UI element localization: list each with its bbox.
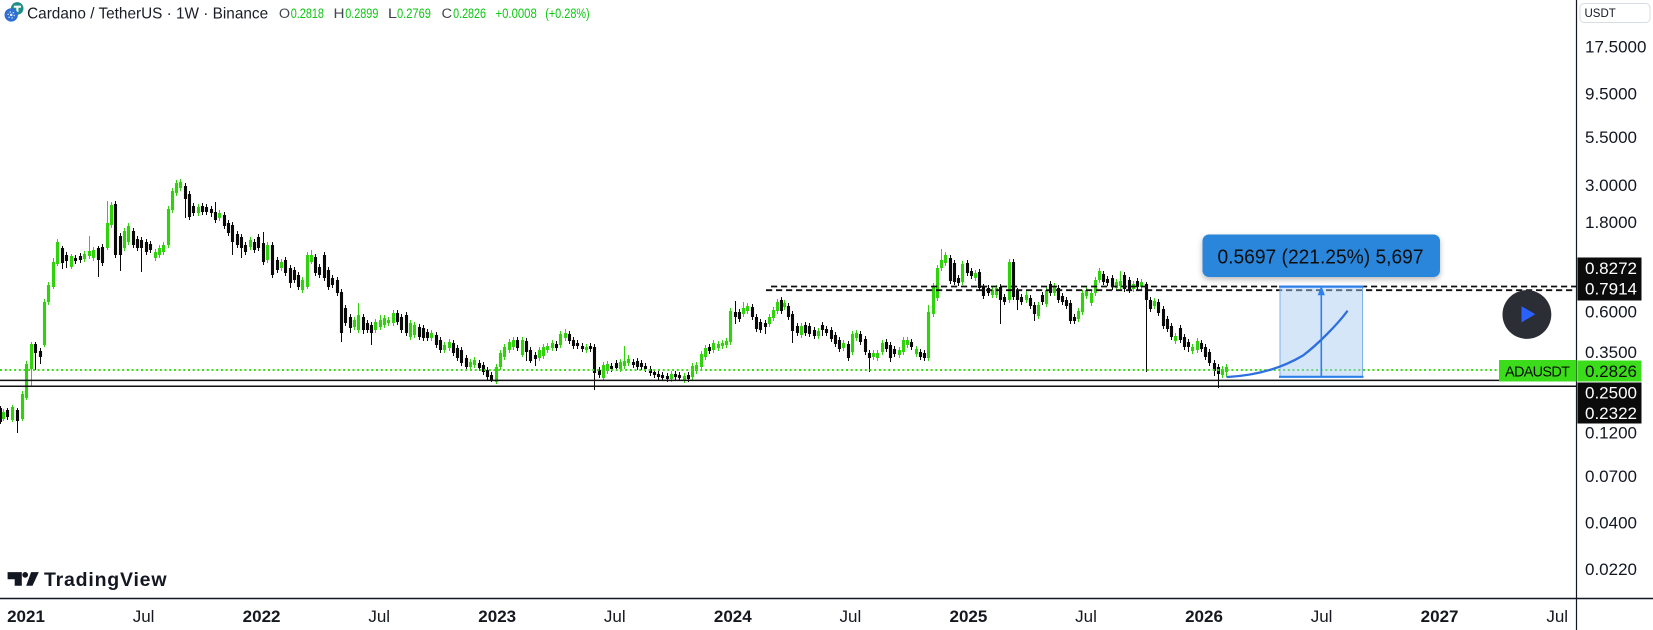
svg-text:H: H <box>334 6 345 22</box>
svg-text:0.7914: 0.7914 <box>1585 280 1637 299</box>
svg-text:0.2826: 0.2826 <box>1585 362 1637 381</box>
svg-text:2022: 2022 <box>243 607 281 626</box>
svg-text:0.2826: 0.2826 <box>453 6 486 22</box>
svg-text:USDT: USDT <box>1585 8 1616 20</box>
svg-text:Jul: Jul <box>604 607 626 626</box>
svg-text:ADAUSDT: ADAUSDT <box>1505 364 1570 380</box>
svg-text:TradingView: TradingView <box>44 569 167 591</box>
svg-text:0.2818: 0.2818 <box>291 6 324 22</box>
svg-text:0.2322: 0.2322 <box>1585 404 1637 423</box>
svg-text:0.8272: 0.8272 <box>1585 259 1637 278</box>
svg-text:0.0700: 0.0700 <box>1585 467 1637 486</box>
svg-text:+0.0008: +0.0008 <box>496 6 537 22</box>
svg-text:Jul: Jul <box>133 607 155 626</box>
svg-text:L: L <box>388 6 397 22</box>
svg-text:2027: 2027 <box>1421 607 1459 626</box>
svg-text:O: O <box>279 6 290 22</box>
svg-text:0.0220: 0.0220 <box>1585 560 1637 579</box>
svg-text:Jul: Jul <box>840 607 862 626</box>
svg-text:0.6000: 0.6000 <box>1585 302 1637 321</box>
svg-text:5.5000: 5.5000 <box>1585 128 1637 147</box>
svg-text:Jul: Jul <box>368 607 390 626</box>
svg-text:0.2500: 0.2500 <box>1585 383 1637 402</box>
svg-text:C: C <box>442 6 453 22</box>
svg-text:2026: 2026 <box>1185 607 1223 626</box>
svg-text:2021: 2021 <box>7 607 45 626</box>
svg-text:3.0000: 3.0000 <box>1585 176 1637 195</box>
svg-text:0.1200: 0.1200 <box>1585 424 1637 443</box>
svg-text:Jul: Jul <box>1075 607 1097 626</box>
svg-text:1.8000: 1.8000 <box>1585 213 1637 232</box>
svg-text:0.3500: 0.3500 <box>1585 343 1637 362</box>
svg-text:2024: 2024 <box>714 607 752 626</box>
svg-text:0.2769: 0.2769 <box>397 6 431 22</box>
svg-text:2025: 2025 <box>949 607 987 626</box>
svg-text:0.2899: 0.2899 <box>345 6 378 22</box>
svg-text:9.5000: 9.5000 <box>1585 84 1637 103</box>
svg-text:17.5000: 17.5000 <box>1585 38 1646 57</box>
svg-text:Jul: Jul <box>1311 607 1333 626</box>
svg-text:2023: 2023 <box>478 607 516 626</box>
svg-text:0.0400: 0.0400 <box>1585 514 1637 533</box>
svg-text:0.5697 (221.25%) 5,697: 0.5697 (221.25%) 5,697 <box>1218 247 1424 269</box>
svg-text:Cardano / TetherUS · 1W · Bina: Cardano / TetherUS · 1W · Binance <box>27 5 268 22</box>
svg-text:Jul: Jul <box>1546 607 1568 626</box>
svg-text:(+0.28%): (+0.28%) <box>545 6 590 22</box>
